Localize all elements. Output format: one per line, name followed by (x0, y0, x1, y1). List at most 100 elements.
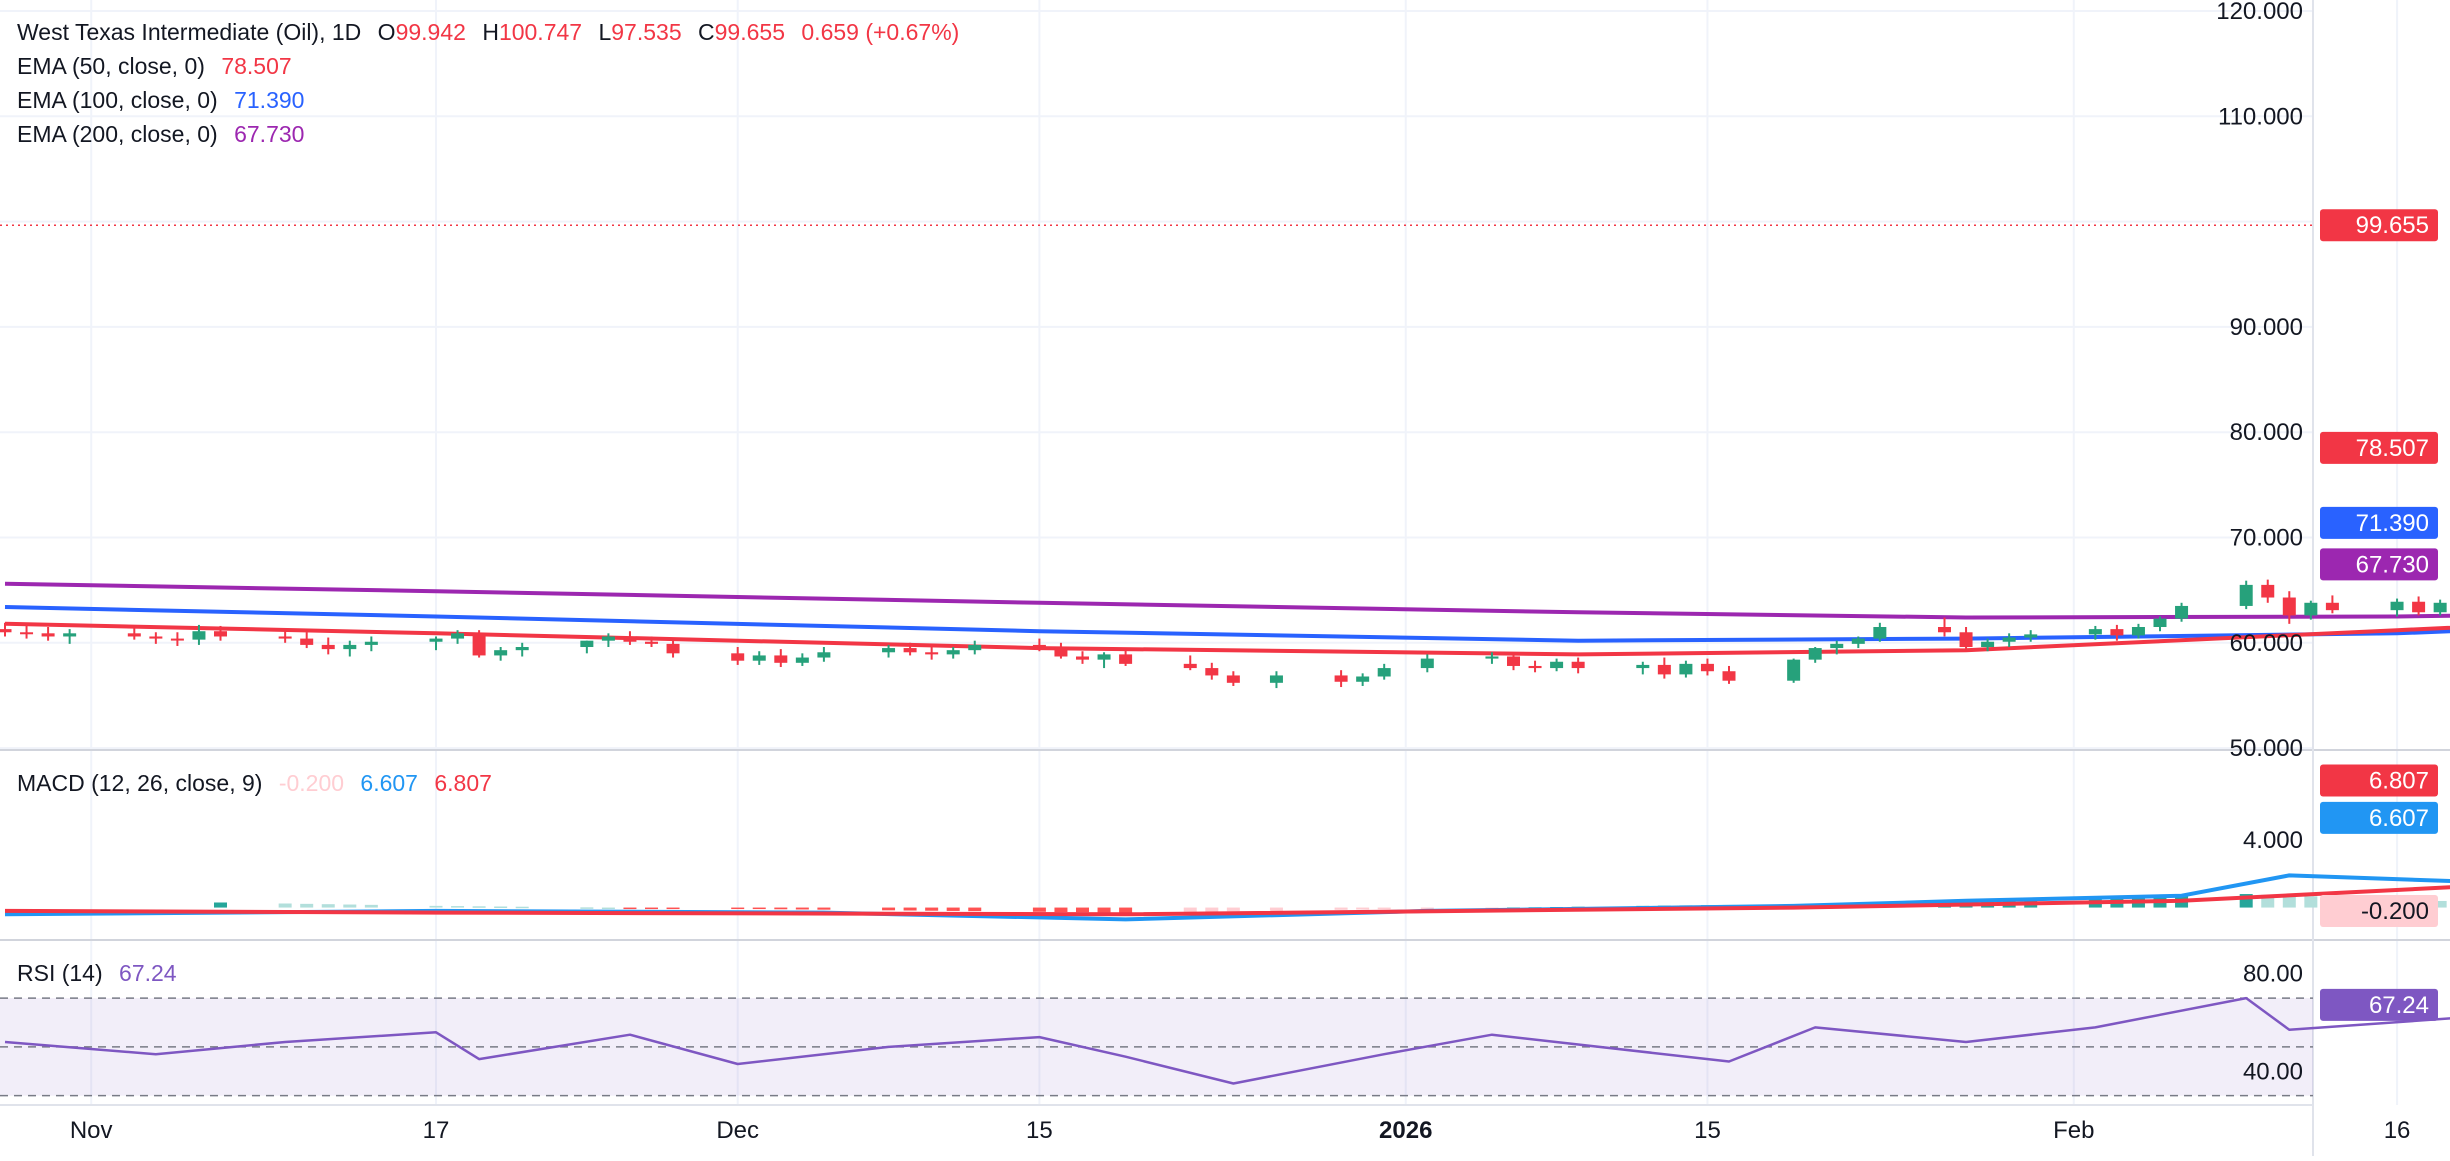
macd-histogram-bar (1054, 907, 1068, 913)
macd-histogram-bar (817, 907, 831, 910)
candle-body (0, 629, 12, 633)
candle (429, 636, 443, 651)
price-tick-label: 90.000 (2230, 314, 2303, 341)
ema200-tag-text: 67.730 (2356, 551, 2429, 578)
candle (1679, 660, 1693, 678)
ema100-legend[interactable]: EMA (100, close, 0) 71.390 (17, 83, 314, 117)
macd-tag-text: 6.607 (2369, 805, 2429, 832)
candle-body (278, 636, 292, 639)
candle (1571, 657, 1585, 674)
candle (2110, 624, 2124, 641)
macd-signal-tag: 6.807 (2320, 764, 2438, 797)
candle-body (1657, 664, 1671, 675)
candle-body (1851, 638, 1865, 644)
candle (1334, 670, 1348, 688)
rsi-legend[interactable]: RSI (14) 67.24 (17, 956, 187, 990)
macd-histogram-bar (278, 903, 292, 908)
candle-body (2304, 602, 2318, 616)
macd-histogram-bar (2433, 900, 2447, 908)
candle-body (1959, 632, 1973, 648)
candle-body (580, 640, 594, 648)
candle (451, 630, 465, 644)
candle (1183, 655, 1197, 671)
candle (1032, 638, 1046, 652)
candle (1722, 665, 1736, 684)
candle (20, 625, 34, 639)
candle (1485, 652, 1499, 664)
macd-hist-tag-box (2320, 894, 2438, 927)
candle-body (1356, 676, 1370, 682)
candle-body (1787, 659, 1801, 681)
macd-hist-tag-text: -0.200 (2361, 898, 2429, 925)
macd-histogram-bar (925, 907, 939, 911)
candle (2088, 625, 2102, 640)
candle-body (1938, 627, 1951, 633)
candle (364, 636, 378, 652)
candle-body (1528, 665, 1542, 669)
candle-body (2282, 597, 2296, 616)
macd-signal-line (4, 885, 2450, 917)
candle-body (343, 644, 357, 650)
candle-body (1550, 661, 1564, 669)
candle-body (795, 657, 809, 663)
candle-body (903, 648, 917, 653)
candle (515, 642, 529, 657)
macd-histogram-bar (623, 907, 637, 910)
macd-histogram-bar (1076, 907, 1089, 913)
candle (946, 647, 960, 659)
candle (278, 630, 292, 643)
candle-body (494, 650, 508, 656)
candle (2175, 602, 2189, 622)
candle-body (1420, 658, 1434, 669)
candle-body (1097, 654, 1111, 660)
macd-histogram-bar (1269, 907, 1283, 911)
macd-histogram-bar (2282, 895, 2296, 908)
close-label: C (698, 19, 715, 45)
candle-body (752, 655, 766, 661)
ema200-legend[interactable]: EMA (200, close, 0) 67.730 (17, 117, 314, 151)
candle-body (925, 652, 939, 655)
candle (1420, 654, 1434, 673)
ema100-line (4, 605, 2450, 643)
rsi-tag: 67.24 (2320, 988, 2438, 1021)
candle (1076, 651, 1089, 664)
candle-body (623, 636, 637, 642)
candle (731, 647, 745, 665)
ema50-legend[interactable]: EMA (50, close, 0) 78.507 (17, 49, 302, 83)
candle (170, 632, 184, 646)
grid-layer (0, 0, 2399, 1105)
candle (666, 638, 680, 658)
candle (2412, 596, 2426, 616)
candle (1873, 622, 1887, 642)
candle (0, 622, 12, 637)
candle (903, 642, 917, 656)
candle-body (774, 655, 788, 663)
candle-body (2088, 629, 2102, 635)
time-tick-label: 2026 (1379, 1117, 1432, 1144)
candle-body (1076, 656, 1089, 660)
candle (1507, 653, 1520, 671)
candle (1981, 638, 1995, 652)
candle (968, 640, 982, 655)
candle (343, 640, 357, 657)
high-label: H (482, 19, 499, 45)
candle-body (1119, 654, 1133, 664)
candle (1700, 658, 1714, 676)
macd-histogram-bar (666, 907, 680, 910)
macd-histogram-bar (300, 903, 314, 908)
ema100-value: 71.390 (234, 87, 305, 113)
ema50-tag-text: 78.507 (2356, 435, 2429, 462)
candle-body (1808, 648, 1822, 660)
candle (1787, 658, 1801, 683)
candle (2024, 630, 2038, 642)
macd-histogram-bar (214, 902, 227, 908)
macd-histogram-bar (494, 906, 508, 909)
macd-histogram-bar (1097, 907, 1111, 913)
time-tick-label: Dec (716, 1117, 759, 1144)
last-price-tag-box (2320, 209, 2438, 242)
ema200-line (4, 581, 2450, 620)
macd-legend[interactable]: MACD (12, 26, close, 9) -0.200 6.607 6.8… (17, 766, 502, 800)
